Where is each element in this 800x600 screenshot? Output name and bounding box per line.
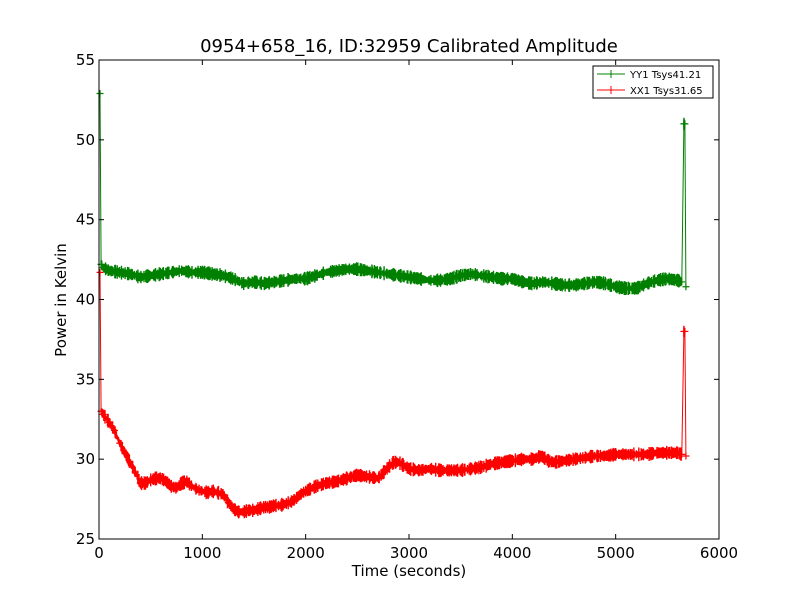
legend-label-xx1: XX1 Tsys31.65	[630, 86, 703, 97]
x-tick-label: 3000	[390, 544, 428, 562]
legend: YY1 Tsys41.21 XX1 Tsys31.65	[593, 66, 713, 98]
y-tick-label: 25	[76, 530, 95, 548]
legend-label-yy1: YY1 Tsys41.21	[629, 70, 701, 81]
series-noise-band	[101, 326, 684, 519]
x-tick-label: 4000	[493, 544, 531, 562]
y-tick-label: 55	[76, 51, 95, 69]
x-axis-label: Time (seconds)	[351, 562, 467, 580]
y-axis-label: Power in Kelvin	[52, 243, 70, 357]
data-point	[97, 90, 104, 97]
series-line	[100, 272, 686, 512]
series-line	[100, 94, 686, 289]
data-point	[682, 283, 689, 290]
y-tick-label: 30	[76, 450, 95, 468]
data-point	[681, 328, 688, 335]
data-point	[681, 120, 688, 127]
y-tick-label: 45	[76, 211, 95, 229]
x-tick-label: 5000	[597, 544, 635, 562]
x-tick-label: 2000	[287, 544, 325, 562]
chart-title: 0954+658_16, ID:32959 Calibrated Amplitu…	[200, 36, 618, 57]
y-tick-label: 40	[76, 291, 95, 309]
series-noise-band	[101, 118, 684, 295]
x-tick-label: 1000	[183, 544, 221, 562]
y-tick-label: 35	[76, 370, 95, 388]
y-tick-label: 50	[76, 131, 95, 149]
series-1	[97, 269, 690, 519]
x-tick-label: 6000	[700, 544, 738, 562]
data-point	[682, 452, 689, 459]
x-tick-label: 0	[94, 544, 104, 562]
plot-area	[97, 90, 690, 518]
series-0	[97, 90, 690, 295]
